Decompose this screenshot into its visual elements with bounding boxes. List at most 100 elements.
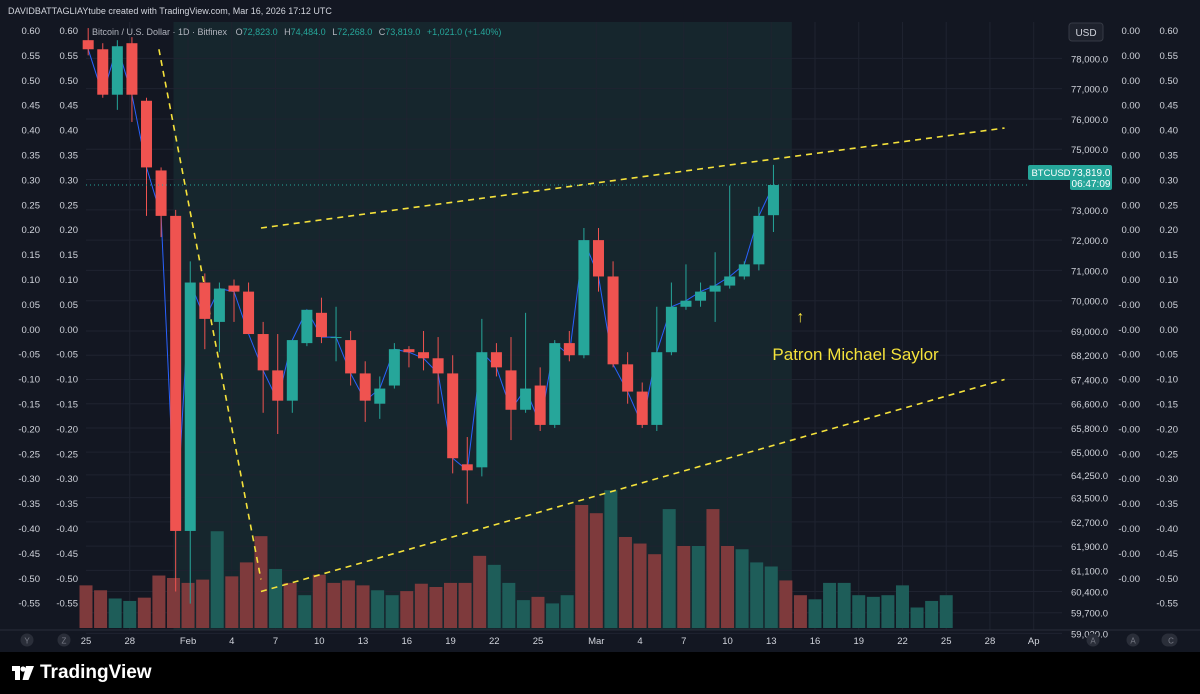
left-scale-label: -0.25 xyxy=(56,449,78,460)
candle-body xyxy=(767,185,779,216)
candle xyxy=(111,40,123,110)
right-scale-b-label: -0.35 xyxy=(1156,499,1178,510)
price-scale-label: 78,000.0 xyxy=(1071,54,1108,65)
volume-bar xyxy=(706,509,720,628)
time-axis-label: 19 xyxy=(445,636,456,647)
candle-body xyxy=(476,352,488,468)
volume-bar xyxy=(575,505,589,628)
volume-bar xyxy=(298,595,312,628)
candle xyxy=(315,297,327,344)
right-scales[interactable]: 0.00 0.00 0.00 0.00 0.00 0.00 0.00 0.00 0.00 0.00… xyxy=(1118,26,1178,610)
time-axis[interactable]: 25 28 Feb 4 7 10 13 16 19 22 25 Mar 4 7 10 13 16 19 22 25 28… xyxy=(0,629,1200,647)
candle xyxy=(534,367,546,431)
right-scale-a-label: -0.00 xyxy=(1118,499,1140,510)
candle-body xyxy=(753,215,765,265)
left-scale-label: 0.60 xyxy=(22,26,41,37)
left-scale-label: 0.55 xyxy=(22,51,41,62)
currency-button[interactable]: USD xyxy=(1068,22,1104,42)
candle xyxy=(286,340,298,413)
left-scale-label: 0.55 xyxy=(60,51,79,62)
candle xyxy=(155,167,167,238)
volume-bar xyxy=(487,564,501,628)
left-scale-label: 0.05 xyxy=(22,300,41,311)
right-scale-a-label: 0.00 xyxy=(1122,225,1141,236)
candle xyxy=(563,331,575,362)
right-scale-a-label: -0.00 xyxy=(1118,400,1140,411)
grid xyxy=(86,22,1062,634)
candle-body xyxy=(359,373,371,401)
left-scale-label: -0.05 xyxy=(56,350,78,361)
candle xyxy=(505,337,517,441)
candle xyxy=(709,252,721,322)
volume-bar xyxy=(225,576,239,628)
right-scale-a-label: 0.00 xyxy=(1122,126,1141,137)
right-scale-b-label: 0.60 xyxy=(1160,26,1179,37)
left-scale-label: 0.30 xyxy=(22,175,41,186)
scale-corner-circle xyxy=(1164,633,1178,647)
trendline xyxy=(260,378,1005,593)
candle xyxy=(490,343,502,377)
price-scale-label: 61,100.0 xyxy=(1071,566,1108,577)
candle xyxy=(549,340,561,428)
volume-bar xyxy=(400,591,414,628)
price-tag-countdown: 06:47:09 xyxy=(1072,179,1111,190)
price-scale-label: 59,700.0 xyxy=(1071,609,1108,620)
scale-corner-circle xyxy=(1126,633,1140,647)
right-scale-a-label: -0.00 xyxy=(1118,549,1140,560)
volume-bar xyxy=(269,568,283,628)
candle-body xyxy=(272,370,284,401)
volume-bar xyxy=(925,600,939,628)
volume-bar xyxy=(444,582,457,628)
candle-body xyxy=(622,364,634,392)
right-scale-b-label: 0.35 xyxy=(1160,151,1179,162)
tradingview-brand: TradingView xyxy=(40,662,152,683)
candle xyxy=(680,264,692,310)
right-scale-b-label: 0.25 xyxy=(1160,200,1179,211)
right-scale-b-label: -0.05 xyxy=(1156,350,1178,361)
time-axis-label: 28 xyxy=(124,636,135,647)
left-scales[interactable]: 0.60 0.60 0.55 0.55 0.50 0.50 0.45 0.45 0.40 0.40… xyxy=(18,26,78,610)
price-chart[interactable]: ↑ Patron Michael Saylor 0.60 0.60 0.55 0.55… xyxy=(0,0,1200,652)
time-axis-label: 22 xyxy=(897,636,908,647)
left-scale-label: -0.50 xyxy=(18,574,40,585)
ohlc-high: 74,484.0 xyxy=(291,27,326,37)
left-scale-label: -0.35 xyxy=(18,499,40,510)
volume-bar xyxy=(691,546,705,628)
price-scale-label: 77,000.0 xyxy=(1071,85,1108,96)
candle xyxy=(622,352,634,404)
candle-body xyxy=(82,40,94,50)
left-scale-label: 0.00 xyxy=(22,325,41,336)
time-axis-label: 13 xyxy=(358,636,369,647)
price-scale-label: 61,900.0 xyxy=(1071,542,1108,553)
candle xyxy=(243,282,255,335)
right-scale-a-label: -0.00 xyxy=(1118,424,1140,435)
left-scale-label: -0.20 xyxy=(18,424,40,435)
candle xyxy=(461,437,473,504)
candle xyxy=(359,361,371,422)
candle xyxy=(724,185,736,289)
volume-bar xyxy=(735,549,749,628)
right-scale-a-label: -0.00 xyxy=(1118,524,1140,535)
price-scale-label: 67,400.0 xyxy=(1071,375,1108,386)
candle-body xyxy=(286,340,298,401)
volume-bar xyxy=(181,582,195,628)
right-scale-a-label: -0.00 xyxy=(1118,449,1140,460)
tradingview-logo[interactable]: TradingView xyxy=(12,662,152,684)
volume-bar xyxy=(254,536,268,628)
candle xyxy=(767,164,779,232)
candlesticks[interactable] xyxy=(82,28,779,604)
left-scale-label: 0.10 xyxy=(60,275,79,286)
annotation[interactable]: ↑ Patron Michael Saylor xyxy=(772,309,939,364)
price-tag-price: 73,819.0 xyxy=(1072,168,1111,179)
price-scale-label: 62,700.0 xyxy=(1071,518,1108,529)
left-scale-label: 0.15 xyxy=(60,250,79,261)
candle-body xyxy=(709,285,721,292)
right-scale-a-label: -0.00 xyxy=(1118,574,1140,585)
left-scale-label: 0.40 xyxy=(22,126,41,137)
price-scale[interactable]: 78,000.077,000.076,000.075,000.074,000.0… xyxy=(1071,54,1108,640)
left-scale-label: 0.40 xyxy=(60,126,79,137)
right-scale-a-label: -0.00 xyxy=(1118,325,1140,336)
volume-bar xyxy=(356,585,370,628)
volume-bar xyxy=(750,562,764,628)
symbol-legend[interactable]: Bitcoin / U.S. Dollar · 1D · Bitfinex O7… xyxy=(92,27,501,37)
